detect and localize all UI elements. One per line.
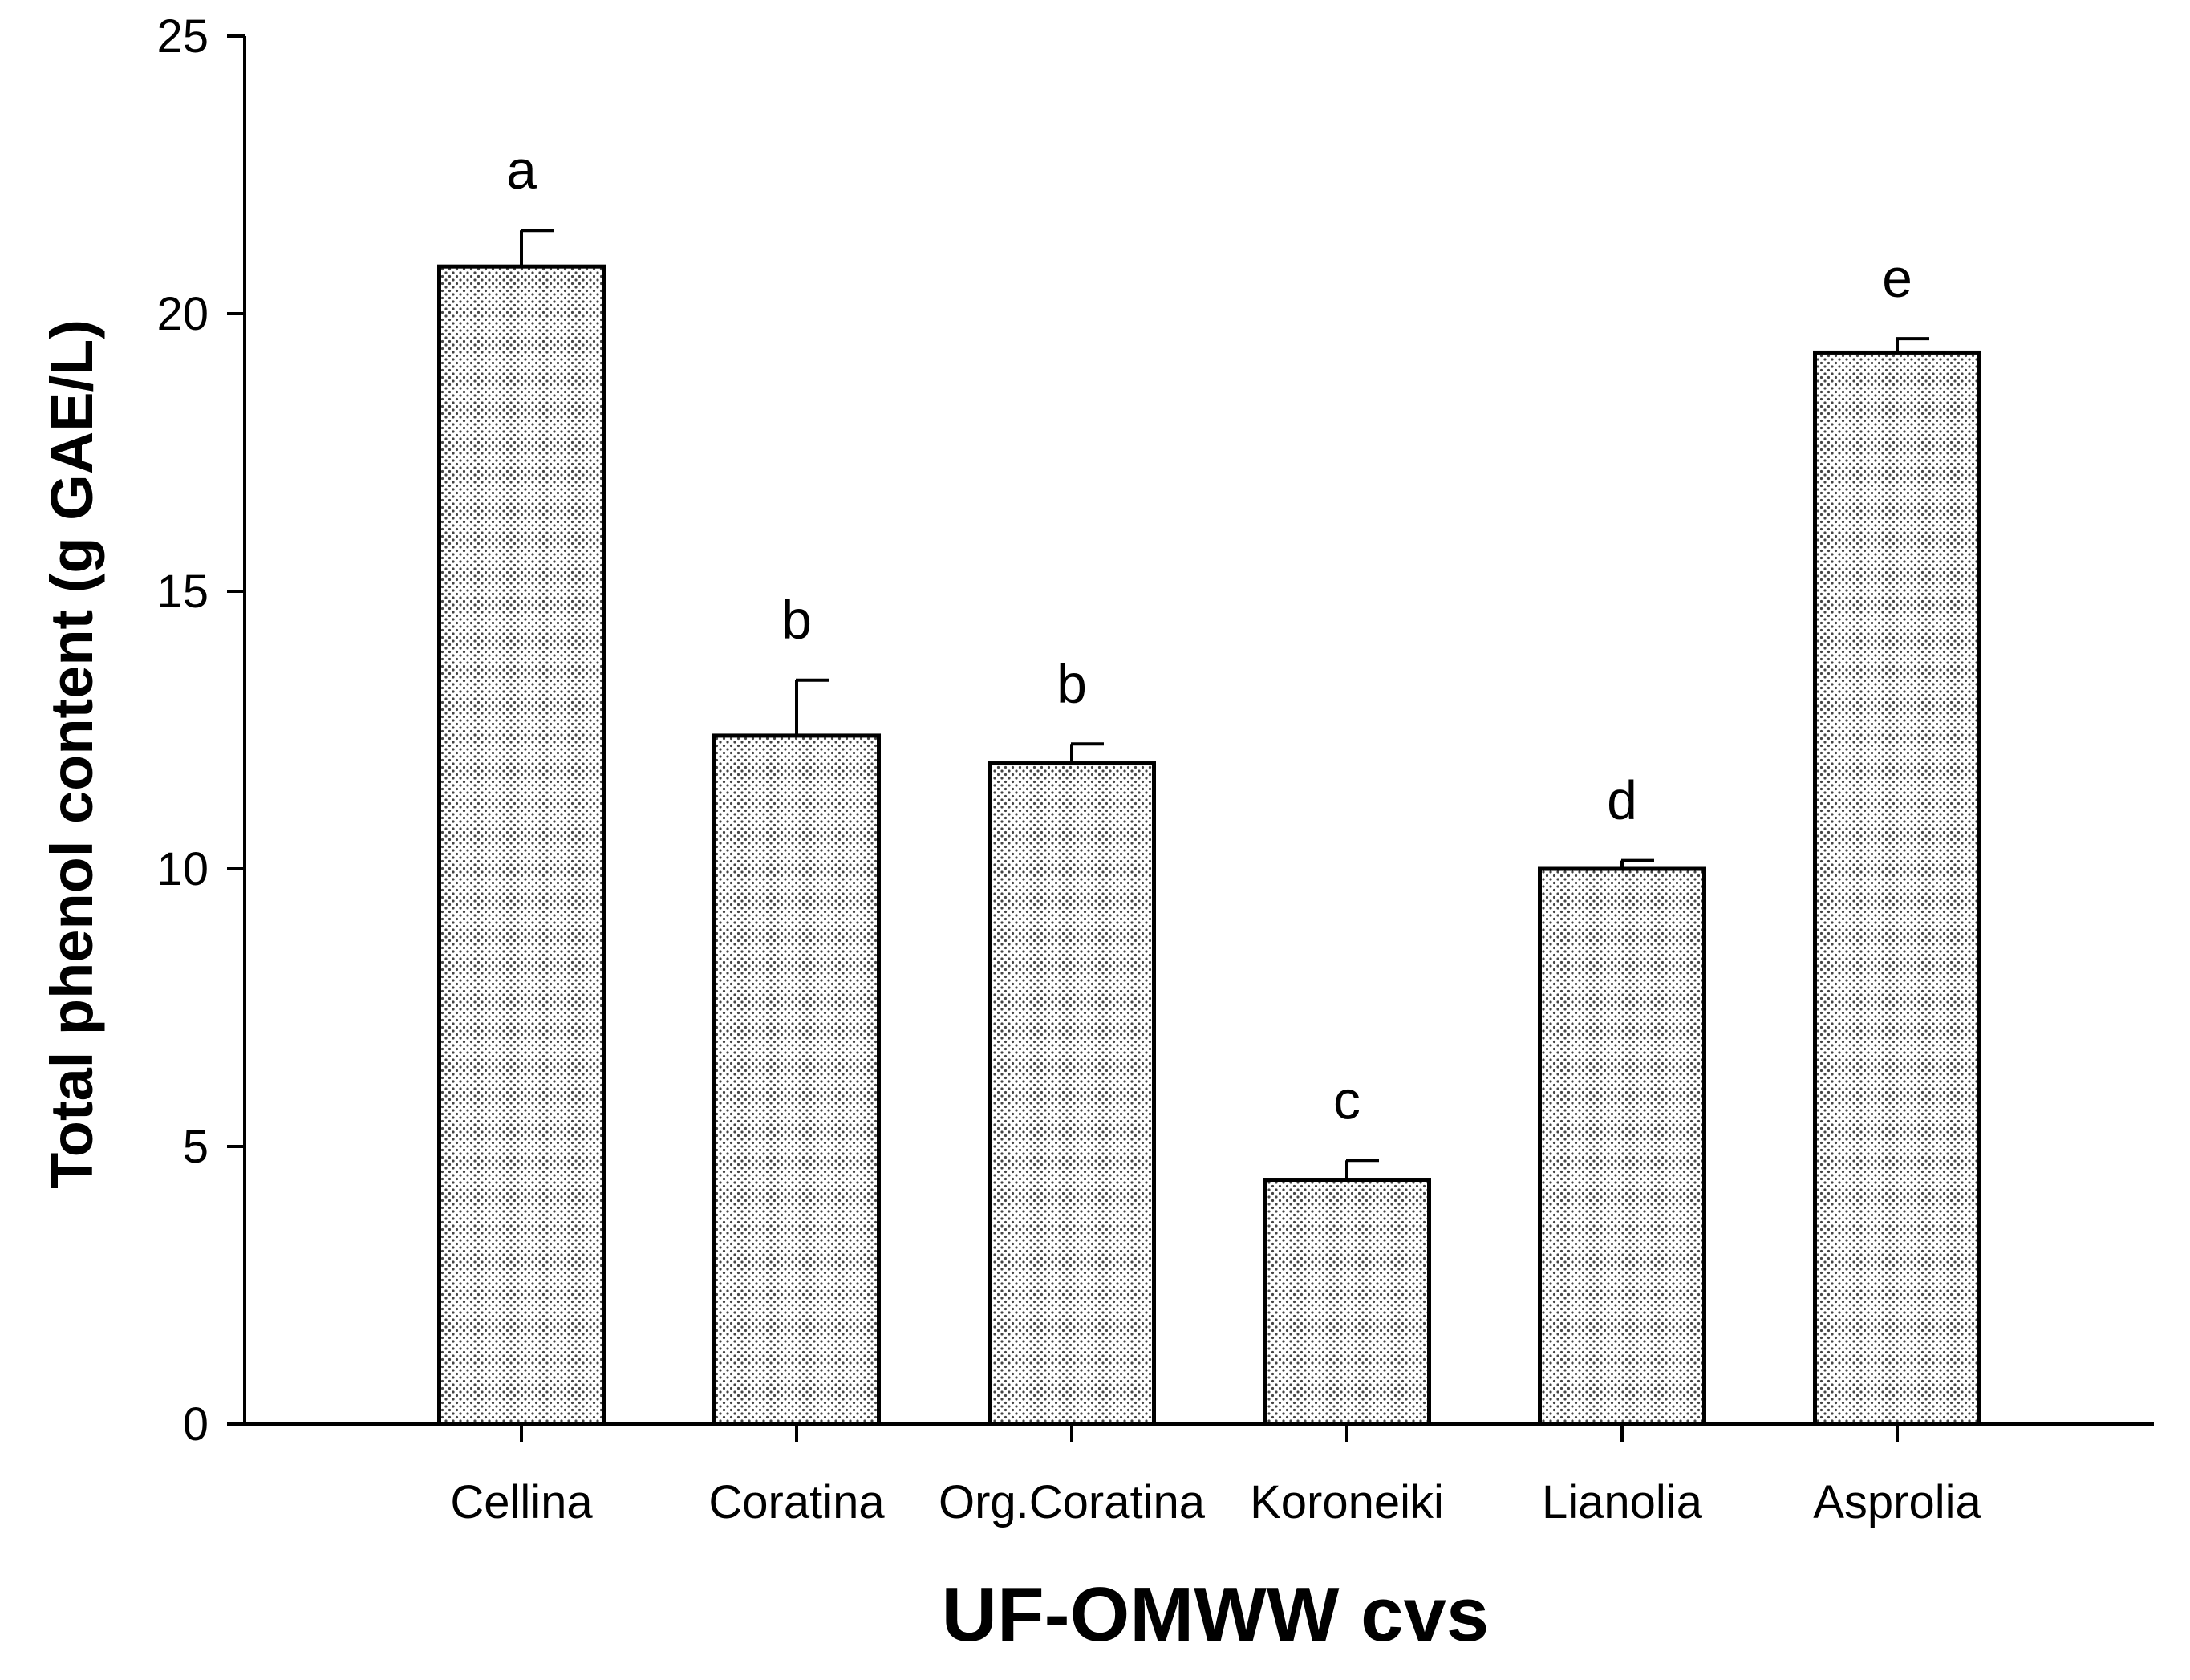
x-tick-label: Koroneiki <box>1250 1476 1444 1528</box>
y-axis-ticks: 0 5 10 15 20 25 <box>156 10 245 1451</box>
significance-label: c <box>1333 1069 1361 1130</box>
x-axis-ticks: Cellina Coratina Org.Coratina Koroneiki Lian… <box>450 1424 1982 1528</box>
bar <box>1263 1178 1431 1426</box>
significance-label: d <box>1607 770 1637 831</box>
y-tick-label: 20 <box>156 288 209 340</box>
bar <box>437 264 606 1426</box>
y-tick-label: 10 <box>156 843 209 895</box>
significance-label: e <box>1882 248 1912 309</box>
y-tick-label: 5 <box>183 1121 209 1173</box>
x-tick-label: Org.Coratina <box>939 1476 1206 1528</box>
bar <box>988 761 1156 1426</box>
significance-label: b <box>1056 653 1087 714</box>
significance-label: b <box>781 590 812 651</box>
error-bars-layer <box>520 229 1929 1180</box>
y-tick-label: 15 <box>156 566 209 618</box>
x-tick-label: Coratina <box>708 1476 885 1528</box>
x-axis-title: UF-OMWW cvs <box>942 1572 1490 1658</box>
bar <box>712 733 881 1426</box>
bar <box>1813 350 1981 1426</box>
x-tick-label: Lianolia <box>1542 1476 1703 1528</box>
bar <box>1538 866 1706 1426</box>
y-tick-label: 0 <box>183 1398 209 1451</box>
y-tick-label: 25 <box>156 10 209 63</box>
bars-layer <box>437 264 1981 1426</box>
x-tick-label: Asprolia <box>1813 1476 1981 1528</box>
y-axis-title: Total phenol content (g GAE/L) <box>39 319 105 1189</box>
significance-labels-layer: a b b c d e <box>506 140 1912 1130</box>
x-tick-label: Cellina <box>450 1476 593 1528</box>
significance-label: a <box>506 140 537 201</box>
